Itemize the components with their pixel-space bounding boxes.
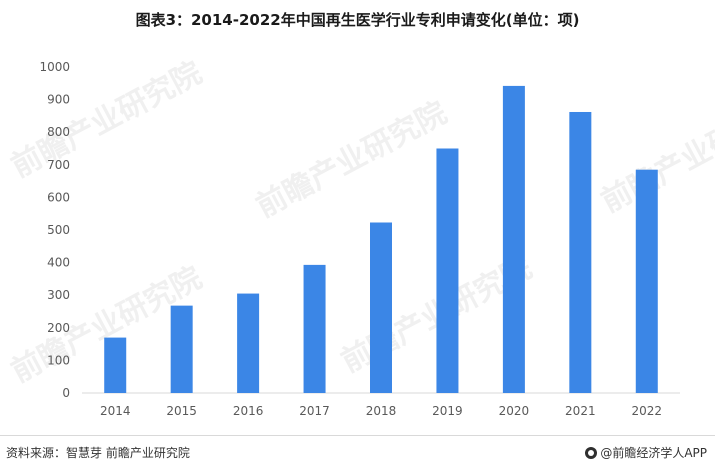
brand-credit: @前瞻经济学人APP	[585, 444, 707, 461]
y-tick-label: 600	[47, 190, 70, 204]
x-tick-label: 2015	[166, 404, 197, 418]
x-tick-label: 2020	[499, 404, 530, 418]
bar-2021	[569, 111, 592, 393]
bar-2020	[502, 85, 525, 394]
bar-2018	[370, 222, 392, 393]
x-tick-label: 2021	[565, 404, 596, 418]
bar-2014	[104, 337, 127, 393]
y-tick-label: 800	[47, 125, 70, 139]
brand-logo-icon	[585, 446, 598, 459]
x-tick-label: 2019	[432, 404, 463, 418]
y-tick-label: 0	[62, 386, 70, 400]
bar-2022	[635, 169, 658, 393]
x-tick-label: 2022	[632, 404, 663, 418]
y-tick-label: 100	[47, 353, 70, 367]
bar-chart: 0 100 200 300 400 500 600 700 800 900 1000 2014 2015…	[39, 60, 680, 418]
x-tick-label: 2018	[366, 404, 397, 418]
bar-2015	[170, 305, 193, 393]
y-tick-label: 700	[47, 158, 70, 172]
y-tick-label: 500	[47, 223, 70, 237]
y-tick-label: 200	[47, 321, 70, 335]
y-tick-label: 300	[47, 288, 70, 302]
chart-title: 图表3：2014-2022年中国再生医学行业专利申请变化(单位：项)	[135, 11, 580, 29]
bar-2017	[303, 264, 326, 393]
x-tick-label: 2014	[100, 404, 131, 418]
bar-2016	[237, 293, 260, 393]
source-note: 资料来源：智慧芽 前瞻产业研究院	[6, 446, 190, 460]
y-tick-label: 1000	[39, 60, 70, 74]
x-tick-label: 2017	[299, 404, 330, 418]
y-tick-label: 400	[47, 256, 70, 270]
y-tick-label: 900	[47, 93, 70, 107]
footer-divider	[0, 435, 715, 436]
bar-2019	[436, 148, 459, 393]
brand-text: @前瞻经济学人APP	[600, 446, 707, 460]
x-tick-label: 2016	[233, 404, 264, 418]
